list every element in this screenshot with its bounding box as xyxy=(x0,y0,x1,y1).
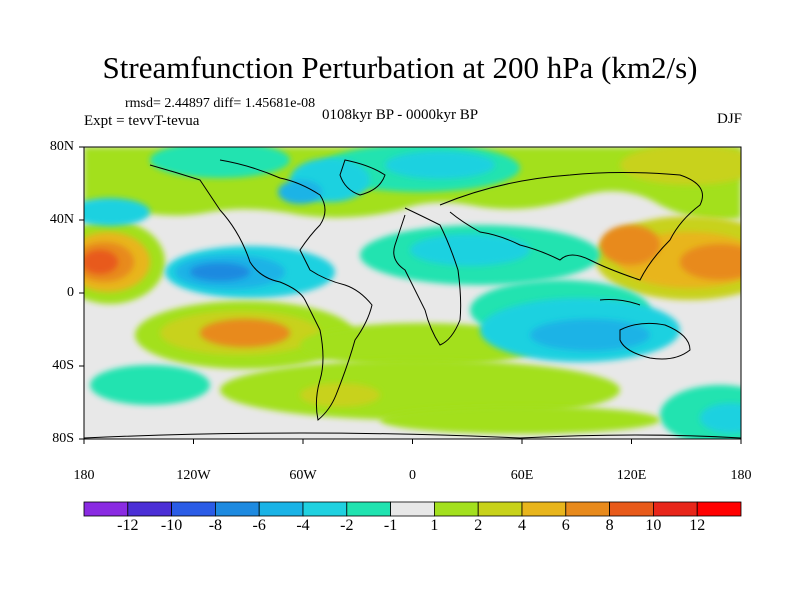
colorbar-label: -10 xyxy=(160,517,183,534)
colorbar-swatch xyxy=(390,501,435,517)
colorbar-label: 4 xyxy=(518,517,526,534)
colorbar-swatch xyxy=(214,501,260,517)
lat-label: 40N xyxy=(49,212,74,227)
colorbar-label: -4 xyxy=(296,517,310,534)
colorbar-label: 10 xyxy=(645,517,662,534)
lon-label: 180 xyxy=(730,468,752,483)
lon-label: 60E xyxy=(510,468,534,483)
colorbar-label: 2 xyxy=(474,517,483,534)
lat-label: 0 xyxy=(67,285,74,300)
colorbar-swatch xyxy=(127,501,173,517)
lon-label: 60W xyxy=(289,468,317,483)
period-label: 0108kyr BP - 0000kyr BP xyxy=(322,107,479,123)
colorbar xyxy=(83,501,742,517)
colorbar-label: 8 xyxy=(605,517,614,534)
colorbar-swatch xyxy=(171,501,216,517)
colorbar-swatch xyxy=(346,501,391,517)
colorbar-swatch xyxy=(302,501,348,517)
lon-label: 180 xyxy=(73,468,95,483)
experiment-label: Expt = tevvT-tevua xyxy=(84,113,200,129)
colorbar-label: 12 xyxy=(689,517,706,534)
lon-label: 120W xyxy=(176,468,211,483)
coastlines xyxy=(84,159,741,439)
colorbar-label: -8 xyxy=(208,517,223,534)
colorbar-swatch xyxy=(258,501,304,517)
colorbar-swatch xyxy=(565,501,610,517)
colorbar-label: -2 xyxy=(340,517,354,534)
lat-label: 80S xyxy=(52,431,74,446)
colorbar-swatch xyxy=(653,501,698,517)
stats-line: rmsd= 2.44897 diff= 1.45681e-08 xyxy=(125,96,316,111)
lat-label: 40S xyxy=(52,358,74,373)
axis-ticks xyxy=(79,146,742,444)
colorbar-swatch xyxy=(433,501,479,517)
season-label: DJF xyxy=(716,111,742,127)
colorbar-swatch xyxy=(83,501,129,517)
colorbar-swatch xyxy=(609,501,654,517)
map-field xyxy=(84,147,741,439)
colorbar-swatch xyxy=(696,501,742,517)
lon-label: 120E xyxy=(616,468,647,483)
colorbar-label: 1 xyxy=(430,517,439,534)
colorbar-swatch xyxy=(477,501,523,517)
colorbar-label: 6 xyxy=(561,517,570,534)
lat-label: 80N xyxy=(49,139,74,154)
colorbar-swatch xyxy=(521,501,567,517)
colorbar-label: -1 xyxy=(383,517,398,534)
page-title: Streamfunction Perturbation at 200 hPa (… xyxy=(102,50,698,85)
colorbar-label: -12 xyxy=(117,517,139,534)
lon-label: 0 xyxy=(409,468,416,483)
colorbar-label: -6 xyxy=(252,517,266,534)
